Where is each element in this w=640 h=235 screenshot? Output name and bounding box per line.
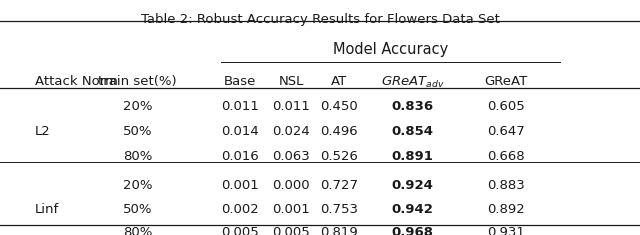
Text: 0.727: 0.727 — [320, 179, 358, 192]
Text: 0.016: 0.016 — [221, 150, 259, 163]
Text: 0.942: 0.942 — [392, 203, 434, 216]
Text: 0.891: 0.891 — [392, 150, 434, 163]
Text: Model Accuracy: Model Accuracy — [333, 42, 448, 57]
Text: 0.753: 0.753 — [320, 203, 358, 216]
Text: Linf: Linf — [35, 203, 60, 216]
Text: 0.005: 0.005 — [273, 226, 310, 235]
Text: Table 2: Robust Accuracy Results for Flowers Data Set: Table 2: Robust Accuracy Results for Flo… — [141, 13, 499, 26]
Text: 0.968: 0.968 — [392, 226, 434, 235]
Text: Base: Base — [224, 75, 256, 88]
Text: 0.668: 0.668 — [487, 150, 524, 163]
Text: 0.063: 0.063 — [273, 150, 310, 163]
Text: 50%: 50% — [123, 125, 152, 138]
Text: 0.819: 0.819 — [321, 226, 358, 235]
Text: 0.883: 0.883 — [487, 179, 524, 192]
Text: 0.647: 0.647 — [487, 125, 524, 138]
Text: 0.924: 0.924 — [392, 179, 434, 192]
Text: 80%: 80% — [123, 150, 152, 163]
Text: GReAT: GReAT — [484, 75, 527, 88]
Text: NSL: NSL — [278, 75, 304, 88]
Text: 0.011: 0.011 — [221, 100, 259, 114]
Text: 20%: 20% — [123, 100, 152, 114]
Text: 0.854: 0.854 — [392, 125, 434, 138]
Text: 0.002: 0.002 — [221, 203, 259, 216]
Text: 0.001: 0.001 — [273, 203, 310, 216]
Text: Attack Norm: Attack Norm — [35, 75, 118, 88]
Text: 0.005: 0.005 — [221, 226, 259, 235]
Text: 0.526: 0.526 — [320, 150, 358, 163]
Text: 0.014: 0.014 — [221, 125, 259, 138]
Text: 0.496: 0.496 — [321, 125, 358, 138]
Text: 0.001: 0.001 — [221, 179, 259, 192]
Text: $GReAT_{adv}$: $GReAT_{adv}$ — [381, 75, 445, 90]
Text: 0.450: 0.450 — [321, 100, 358, 114]
Text: 0.605: 0.605 — [487, 100, 524, 114]
Text: 0.000: 0.000 — [273, 179, 310, 192]
Text: 0.892: 0.892 — [487, 203, 524, 216]
Text: 0.024: 0.024 — [273, 125, 310, 138]
Text: 50%: 50% — [123, 203, 152, 216]
Text: train set(%): train set(%) — [99, 75, 177, 88]
Text: L2: L2 — [35, 125, 51, 138]
Text: 80%: 80% — [123, 226, 152, 235]
Text: AT: AT — [331, 75, 348, 88]
Text: 0.931: 0.931 — [486, 226, 525, 235]
Text: 20%: 20% — [123, 179, 152, 192]
Text: 0.011: 0.011 — [272, 100, 310, 114]
Text: 0.836: 0.836 — [392, 100, 434, 114]
